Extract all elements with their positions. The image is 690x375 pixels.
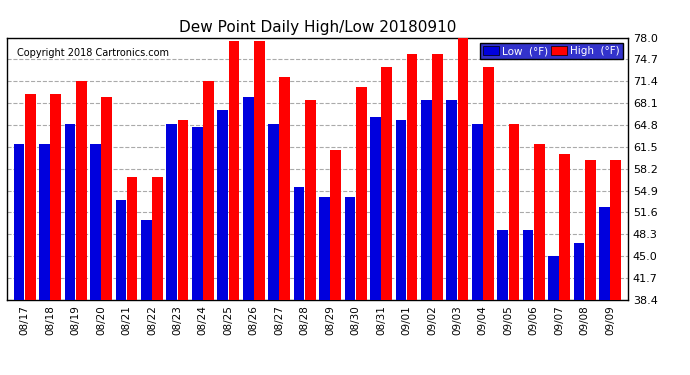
Bar [228,41,239,300]
Bar [457,38,469,300]
Bar [472,124,482,300]
Bar [483,68,494,300]
Bar [406,54,417,300]
Bar [141,220,152,300]
Bar [90,144,101,300]
Bar [560,153,570,300]
Bar [76,81,86,300]
Bar [279,77,290,300]
Bar [305,100,315,300]
Text: Copyright 2018 Cartronics.com: Copyright 2018 Cartronics.com [17,48,169,58]
Title: Dew Point Daily High/Low 20180910: Dew Point Daily High/Low 20180910 [179,20,456,35]
Bar [585,160,595,300]
Bar [101,97,112,300]
Bar [50,94,61,300]
Bar [65,124,75,300]
Bar [192,127,203,300]
Bar [203,81,214,300]
Bar [370,117,381,300]
Bar [166,124,177,300]
Bar [573,243,584,300]
Bar [611,160,621,300]
Bar [39,144,50,300]
Bar [14,144,24,300]
Bar [534,144,544,300]
Bar [294,187,304,300]
Bar [243,97,253,300]
Bar [116,200,126,300]
Bar [497,230,508,300]
Legend: Low  (°F), High  (°F): Low (°F), High (°F) [480,43,622,59]
Bar [344,196,355,300]
Bar [152,177,163,300]
Bar [268,124,279,300]
Bar [432,54,443,300]
Bar [382,68,392,300]
Bar [421,100,432,300]
Bar [178,120,188,300]
Bar [523,230,533,300]
Bar [446,100,457,300]
Bar [599,207,610,300]
Bar [217,110,228,300]
Bar [549,256,559,300]
Bar [509,124,520,300]
Bar [395,120,406,300]
Bar [127,177,137,300]
Bar [25,94,36,300]
Bar [319,196,330,300]
Bar [331,150,341,300]
Bar [254,41,265,300]
Bar [356,87,366,300]
